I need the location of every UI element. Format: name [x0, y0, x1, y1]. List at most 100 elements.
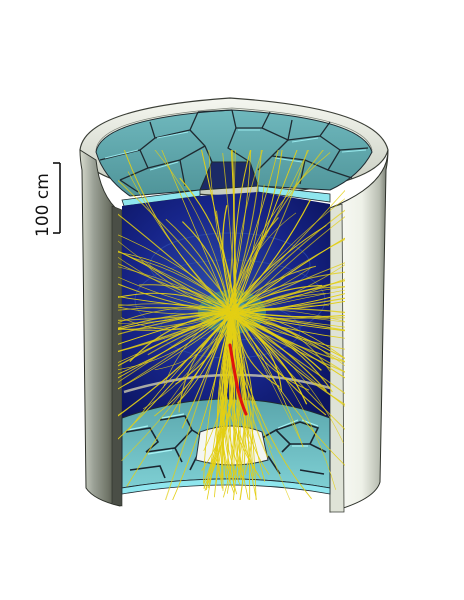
particle-track: [136, 150, 231, 313]
particle-track: [126, 313, 235, 487]
particle-track: [231, 312, 322, 371]
highlighted-track: [228, 343, 248, 416]
particle-track: [235, 286, 345, 315]
particle-track: [118, 308, 229, 337]
particle-track: [227, 311, 345, 387]
particle-track: [118, 249, 230, 311]
particle-track: [229, 314, 333, 393]
particle-track: [235, 313, 245, 481]
particle-track: [233, 312, 345, 339]
top-endcap-cut-right: [257, 185, 331, 203]
particle-track: [121, 312, 236, 461]
particle-track: [141, 260, 229, 315]
particle-track: [128, 310, 236, 431]
particle-track: [231, 311, 241, 481]
particle-track: [118, 193, 231, 310]
top-endcap-highlights: [104, 129, 367, 171]
particle-track: [231, 312, 297, 500]
particle-track: [151, 312, 229, 500]
bottom-endcap-cut: [121, 478, 331, 495]
particle-track: [235, 184, 265, 310]
particle-track: [234, 195, 345, 314]
particle-track: [216, 311, 233, 477]
particle-track: [118, 307, 229, 314]
particle-track: [233, 314, 345, 478]
particle-track: [228, 311, 261, 479]
particle-track: [118, 269, 231, 311]
particle-track: [234, 223, 345, 314]
particle-track: [234, 274, 345, 315]
particle-track: [207, 150, 234, 311]
particle-track: [231, 309, 312, 500]
particle-track: [228, 266, 313, 313]
particle-track: [165, 218, 230, 311]
top-endcap: [95, 109, 373, 207]
particle-track: [236, 150, 314, 310]
particle-track: [118, 306, 235, 338]
particle-track: [118, 310, 237, 427]
particle-tracks: [118, 150, 345, 500]
particle-track: [229, 186, 345, 315]
particle-track: [234, 312, 345, 345]
particle-track: [118, 309, 234, 330]
particle-track: [225, 150, 235, 312]
particle-track: [118, 292, 234, 315]
particle-track: [204, 311, 234, 491]
particle-track: [236, 155, 345, 315]
particle-track: [227, 314, 345, 407]
particle-track: [229, 266, 345, 312]
particle-track: [232, 308, 345, 365]
particle-track: [234, 212, 297, 310]
particle-track: [118, 192, 231, 314]
particle-track: [233, 314, 345, 345]
particle-track: [118, 309, 231, 398]
particle-track: [147, 313, 236, 356]
particle-track: [129, 311, 234, 363]
particle-track: [118, 310, 233, 325]
particle-track: [234, 313, 310, 391]
particle-track: [227, 217, 279, 313]
outer-wall-left: [79, 149, 121, 507]
particle-track: [118, 213, 230, 316]
particle-track: [141, 150, 232, 314]
particle-track: [203, 311, 233, 484]
particle-track: [234, 279, 345, 314]
particle-track: [230, 281, 345, 315]
top-endcap-base: [95, 109, 373, 197]
particle-track: [118, 295, 230, 315]
outer-wall-left-inner: [111, 205, 123, 507]
particle-track: [233, 307, 345, 344]
particle-track: [227, 313, 334, 360]
particle-track: [118, 311, 236, 411]
particle-track: [118, 312, 234, 331]
particle-track: [234, 230, 345, 312]
particle-track: [232, 153, 345, 310]
top-endcap-segments: [99, 109, 369, 193]
particle-track: [232, 150, 345, 311]
particle-track: [230, 311, 345, 347]
particle-track: [233, 150, 276, 312]
particle-track: [118, 255, 231, 312]
particle-track: [118, 309, 230, 374]
particle-track: [228, 224, 327, 312]
particle-track: [127, 171, 234, 315]
particle-track: [185, 150, 236, 311]
particle-track: [118, 207, 237, 311]
particle-track: [231, 311, 345, 391]
particle-track: [227, 309, 327, 392]
outer-wall-right: [329, 149, 389, 513]
particle-track: [118, 280, 228, 311]
particle-track: [118, 310, 228, 392]
particle-track: [118, 312, 237, 324]
particle-track: [207, 311, 233, 489]
particle-track: [230, 150, 286, 314]
particle-track: [236, 313, 345, 449]
particle-track: [235, 311, 345, 426]
particle-track: [234, 313, 337, 490]
particle-track: [234, 310, 345, 454]
particle-track: [181, 221, 230, 310]
particle-track: [203, 311, 235, 488]
particle-track: [228, 271, 345, 310]
particle-track: [118, 309, 237, 456]
